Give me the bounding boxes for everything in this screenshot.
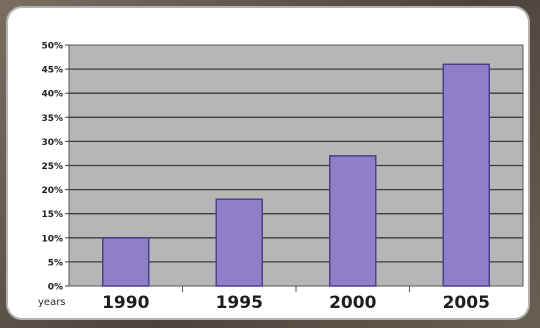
x-tick-label: 2005	[443, 293, 490, 313]
y-tick-label: 5%	[48, 258, 63, 268]
chart-card: 0% 5% 10% 15% 20% 25% 30% 35% 40% 45% 50% 1990 1995…	[6, 6, 530, 320]
y-tick-label: 35%	[41, 114, 63, 124]
y-tick-label: 25%	[41, 162, 63, 172]
y-tick-label: 45%	[41, 66, 63, 76]
bar-2000	[329, 155, 377, 287]
bar-1995	[215, 198, 263, 287]
y-tick-label: 30%	[41, 138, 63, 148]
x-tick-label: 1995	[216, 293, 263, 313]
bar-1990	[102, 237, 150, 287]
x-tick-label: 1990	[102, 293, 149, 313]
x-tick-label: 2000	[329, 293, 376, 313]
bar-2005	[442, 63, 490, 287]
bars	[102, 63, 490, 287]
y-tick-label: 0%	[48, 283, 63, 293]
y-tick-label: 50%	[41, 42, 63, 52]
y-tick-label: 40%	[41, 90, 63, 100]
bar-chart: 0% 5% 10% 15% 20% 25% 30% 35% 40% 45% 50% 1990 1995…	[38, 42, 524, 313]
x-axis-ticks: 1990 1995 2000 2005	[102, 286, 490, 313]
y-tick-label: 15%	[41, 210, 63, 220]
y-tick-label: 20%	[41, 186, 63, 196]
x-axis-label: years	[38, 297, 66, 308]
y-axis-ticks: 0% 5% 10% 15% 20% 25% 30% 35% 40% 45% 50%	[41, 42, 69, 293]
y-tick-label: 10%	[41, 234, 63, 244]
